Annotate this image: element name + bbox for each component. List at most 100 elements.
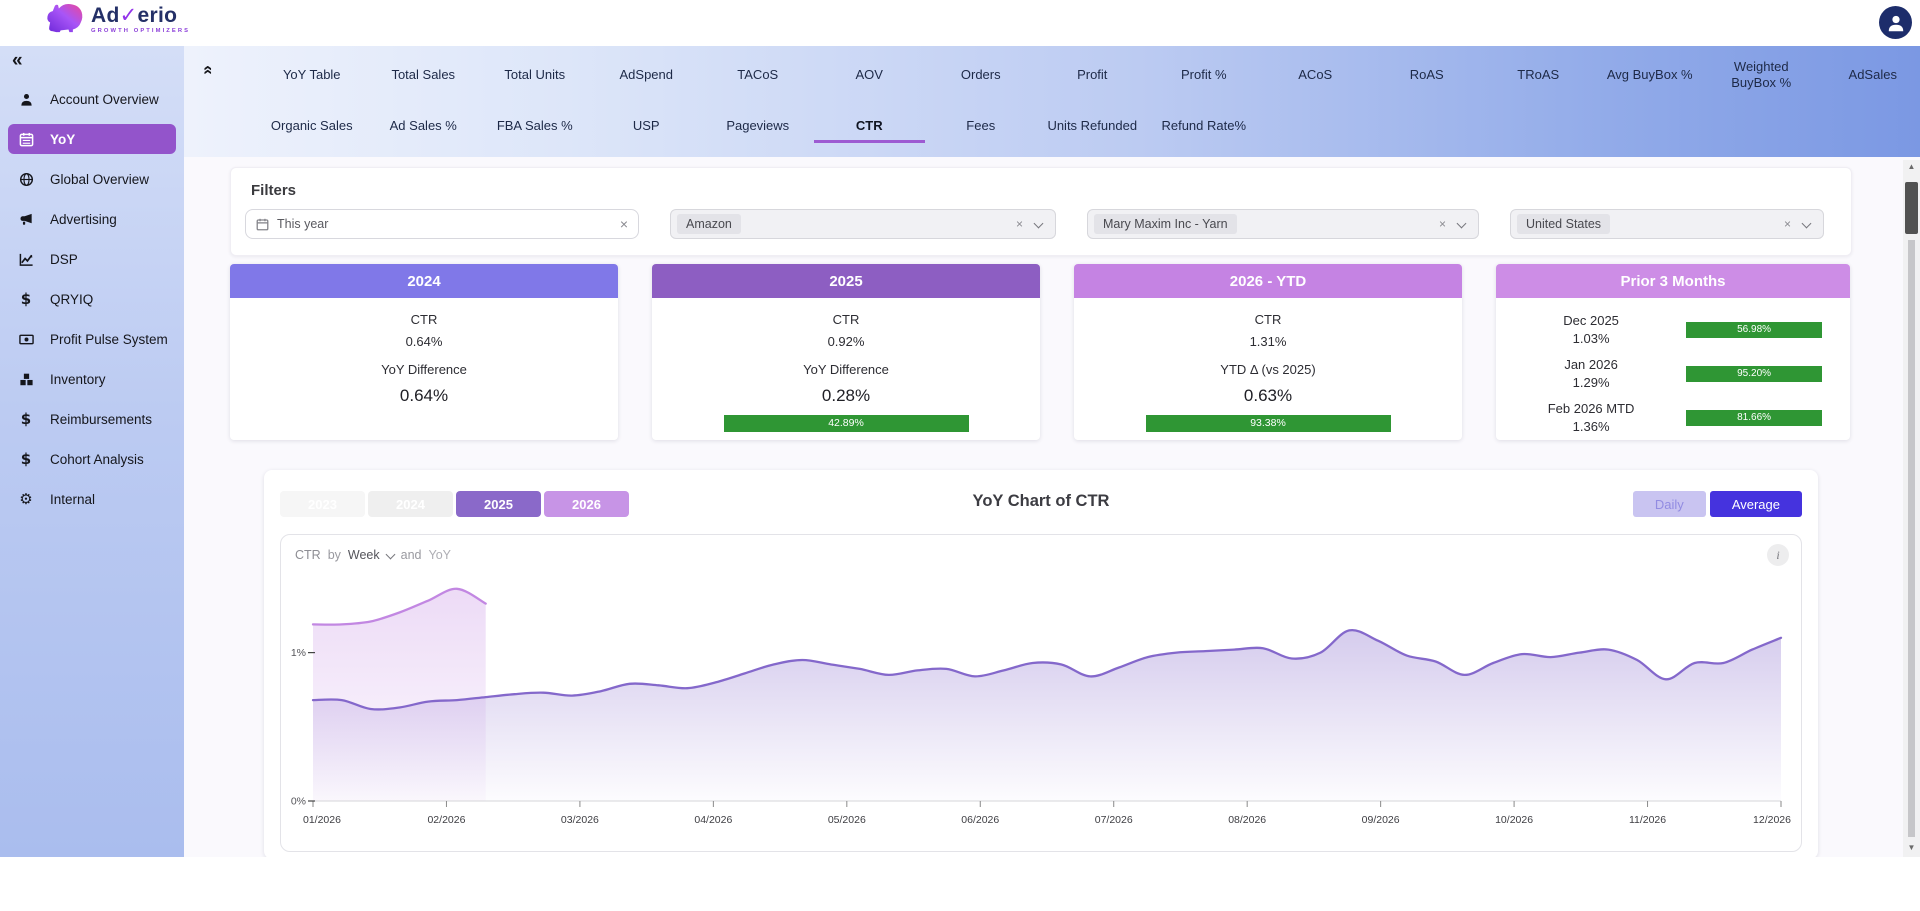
filters-row: This year × Amazon × Mary Maxim Inc - Yarn…	[245, 209, 1837, 239]
sidebar-item-label: Advertising	[50, 211, 117, 227]
sidebar-item-yoy[interactable]: YoY	[8, 124, 176, 154]
sidebar-item-dsp[interactable]: DSP	[8, 244, 176, 274]
sidebar-collapse-button[interactable]: «	[12, 50, 184, 74]
yoy-line-chart[interactable]: 01/2026 02/2026 03/2026 04/2026 05/2026 06/20…	[285, 567, 1797, 849]
clear-date-filter-icon[interactable]: ×	[619, 216, 628, 232]
chevron-down-icon	[1456, 218, 1467, 228]
chart-metric-label: CTR	[295, 548, 321, 562]
gears-icon: ⚙	[19, 490, 33, 508]
tab-profit[interactable]: Profit	[1077, 66, 1108, 82]
year-button-2026[interactable]: 2026	[544, 491, 629, 517]
clear-filter-icon[interactable]: ×	[1438, 217, 1446, 231]
scrollbar-rail[interactable]	[1908, 240, 1915, 837]
scroll-down-arrow[interactable]: ▼	[1907, 843, 1916, 852]
tab-units-refunded[interactable]: Units Refunded	[1047, 118, 1138, 133]
info-icon[interactable]: i	[1767, 544, 1789, 566]
tab-weighted-buybox[interactable]: Weighted BuyBox %	[1731, 58, 1792, 90]
tab-fees[interactable]: Fees	[966, 118, 996, 133]
sidebar-item-global-overview[interactable]: Global Overview	[8, 164, 176, 194]
sidebar-item-inventory[interactable]: Inventory	[8, 364, 176, 394]
sidebar: « Account Overview YoY Global Overview Adve…	[0, 46, 184, 857]
svg-text:07/2026: 07/2026	[1095, 814, 1133, 826]
sidebar-item-label: QRYIQ	[50, 291, 94, 307]
nav-collapse-button[interactable]: «	[199, 65, 219, 74]
sidebar-item-account-overview[interactable]: Account Overview	[8, 84, 176, 114]
sidebar-item-reimbursements[interactable]: $ Reimbursements	[8, 404, 176, 434]
tab-troas[interactable]: TRoAS	[1517, 66, 1560, 82]
mode-button-daily[interactable]: Daily	[1632, 491, 1706, 517]
tab-organic-sales[interactable]: Organic Sales	[270, 118, 353, 133]
megaphone-icon	[16, 212, 36, 227]
tab-adspend[interactable]: AdSpend	[619, 66, 674, 82]
summary-card-2026-ytd: 2026 - YTD CTR 1.31% YTD Δ (vs 2025) 0.63% 93…	[1074, 264, 1462, 440]
diff-value: 0.63%	[1243, 386, 1293, 405]
calendar-icon	[256, 218, 269, 230]
vertical-scrollbar[interactable]: ▲ ▼	[1903, 160, 1920, 857]
tab-usp[interactable]: USP	[632, 118, 660, 133]
scroll-up-arrow[interactable]: ▲	[1907, 162, 1916, 171]
tab-aov[interactable]: AOV	[855, 66, 883, 82]
sidebar-item-label: Internal	[50, 491, 96, 507]
metric-label: CTR	[832, 312, 860, 327]
chevron-down-icon	[1033, 218, 1044, 228]
progress-bar: 81.66%	[1686, 409, 1822, 426]
tab-refund-rate[interactable]: Refund Rate%	[1161, 118, 1247, 133]
mode-buttons: Daily Average	[1632, 491, 1802, 517]
clear-filter-icon[interactable]: ×	[1015, 217, 1023, 231]
user-icon	[1888, 15, 1903, 31]
date-filter-value: This year	[277, 217, 329, 231]
prior-month-row: Dec 2025 1.03% 56.98%	[1496, 313, 1850, 346]
series-2026-area	[313, 588, 486, 801]
user-avatar[interactable]	[1879, 6, 1912, 39]
year-button-2023[interactable]: 2023	[280, 491, 365, 517]
chart-series-label: YoY	[428, 548, 451, 562]
metric-label: CTR	[1254, 312, 1282, 327]
tab-roas[interactable]: RoAS	[1409, 66, 1444, 82]
filter-select-amazon[interactable]: Amazon ×	[670, 209, 1056, 239]
year-button-2024[interactable]: 2024	[368, 491, 453, 517]
granularity-select[interactable]: Week	[348, 548, 396, 562]
app-logo[interactable]: Ad✓erio GROWTH OPTIMIZERS	[44, 1, 190, 37]
person-icon	[16, 92, 36, 107]
tab-orders[interactable]: Orders	[960, 66, 1001, 82]
month-label: Dec 2025	[1563, 313, 1619, 328]
mode-button-average[interactable]: Average	[1709, 491, 1802, 517]
tab-tacos[interactable]: TACoS	[737, 66, 779, 82]
progress-bar: 56.98%	[1686, 321, 1822, 338]
line-chart-icon	[16, 252, 36, 267]
tab-acos[interactable]: ACoS	[1298, 66, 1333, 82]
tab-fba-sales[interactable]: FBA Sales %	[496, 118, 573, 133]
filter-select-mary-maxim-inc-yarn[interactable]: Mary Maxim Inc - Yarn ×	[1087, 209, 1479, 239]
sidebar-item-advertising[interactable]: Advertising	[8, 204, 176, 234]
sidebar-nav: Account Overview YoY Global Overview Advert…	[0, 84, 184, 514]
tab-yoy-table[interactable]: YoY Table	[282, 66, 341, 82]
sidebar-item-cohort-analysis[interactable]: $ Cohort Analysis	[8, 444, 176, 474]
tab-profit[interactable]: Profit %	[1180, 66, 1227, 82]
tab-avg-buybox[interactable]: Avg BuyBox %	[1606, 66, 1693, 82]
svg-text:09/2026: 09/2026	[1362, 814, 1400, 826]
svg-text:08/2026: 08/2026	[1228, 814, 1266, 826]
sidebar-item-label: Global Overview	[50, 171, 150, 187]
scrollbar-thumb[interactable]	[1905, 182, 1918, 234]
date-range-filter[interactable]: This year ×	[245, 209, 639, 239]
tab-pageviews[interactable]: Pageviews	[726, 118, 790, 133]
sidebar-item-internal[interactable]: ⚙ Internal	[8, 484, 176, 514]
filter-select-united-states[interactable]: United States ×	[1510, 209, 1824, 239]
tab-ctr[interactable]: CTR	[813, 104, 925, 144]
prior-card-title: Prior 3 Months	[1496, 264, 1850, 298]
month-label: Jan 2026	[1564, 357, 1618, 372]
clear-filter-icon[interactable]: ×	[1783, 217, 1791, 231]
tab-ad-sales[interactable]: Ad Sales %	[389, 118, 457, 133]
sidebar-item-label: Cohort Analysis	[50, 451, 144, 467]
selected-value-chip: Amazon	[677, 214, 741, 234]
tab-total-units[interactable]: Total Units	[504, 66, 566, 82]
tab-adsales[interactable]: AdSales	[1848, 66, 1897, 82]
chevron-left-icon: «	[12, 50, 23, 71]
card-title: 2025	[652, 264, 1040, 298]
diff-label: YTD Δ (vs 2025)	[1220, 362, 1316, 377]
tab-total-sales[interactable]: Total Sales	[391, 66, 456, 82]
sidebar-item-qryiq[interactable]: $ QRYIQ	[8, 284, 176, 314]
year-button-2025[interactable]: 2025	[456, 491, 541, 517]
sidebar-item-profit-pulse-system[interactable]: Profit Pulse System	[8, 324, 176, 354]
dollar-icon: $	[20, 410, 32, 428]
